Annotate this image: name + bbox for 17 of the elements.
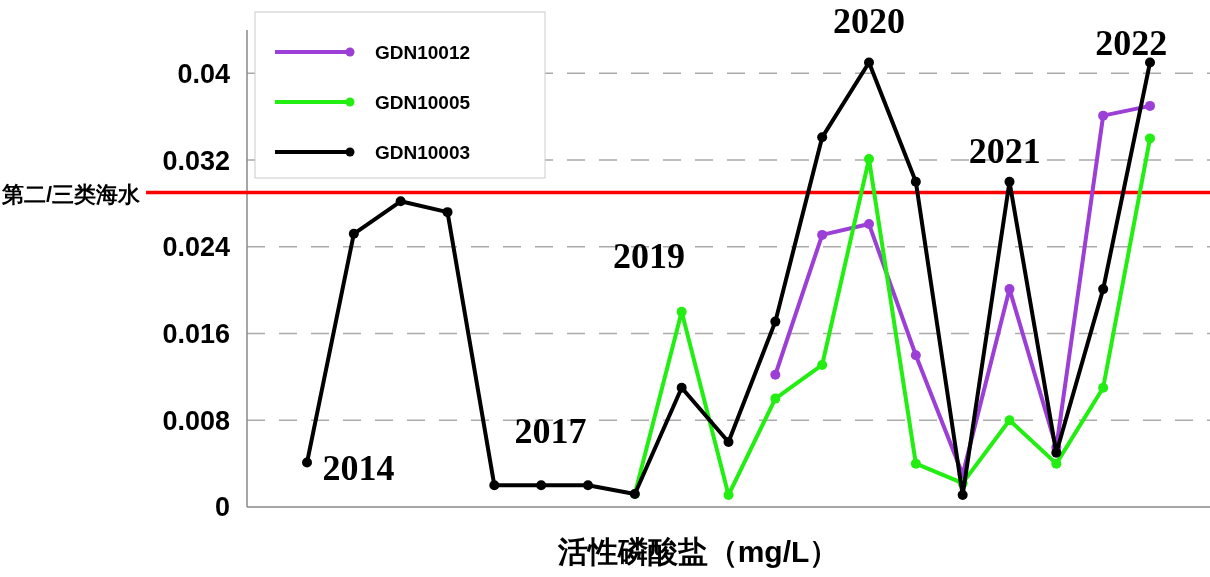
legend-label: GDN10012	[375, 41, 471, 63]
y-tick-label: 0.04	[177, 58, 230, 89]
legend-label: GDN10003	[375, 141, 471, 163]
y-tick-label: 0.024	[162, 232, 230, 263]
annotation: 2021	[968, 130, 1041, 171]
annotation: 2019	[612, 235, 685, 276]
x-axis-title: 活性磷酸盐（mg/L）	[556, 535, 840, 568]
annotation: 2017	[514, 410, 587, 451]
y-tick-label: 0.016	[162, 319, 230, 349]
annotation: 2020	[833, 0, 905, 41]
y-tick-label: 0.008	[162, 405, 230, 436]
legend-label: GDN10005	[375, 91, 471, 113]
ref-line-label: 第二/三类海水	[1, 182, 142, 208]
annotation: 2014	[322, 447, 395, 488]
y-tick-label: 0.032	[162, 145, 230, 176]
y-tick-label: 0	[214, 492, 230, 523]
annotation: 2022	[1095, 22, 1168, 63]
